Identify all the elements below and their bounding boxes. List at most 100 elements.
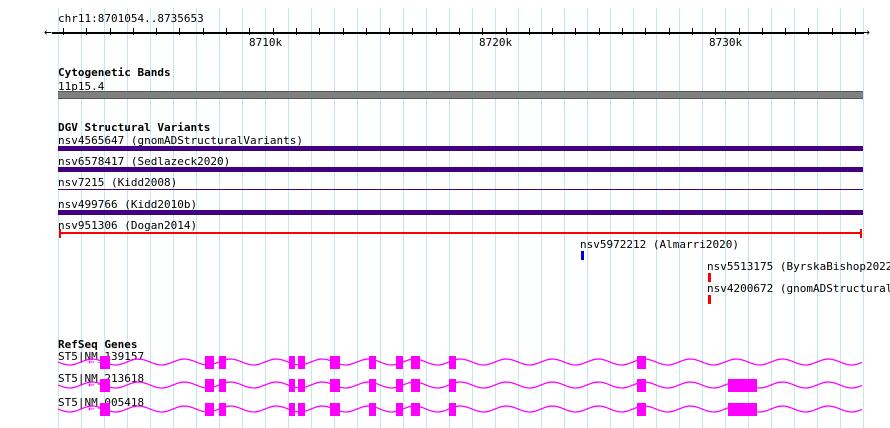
- exon-block[interactable]: [637, 379, 646, 392]
- ruler-tick: [273, 28, 274, 35]
- gene-label-nm-005418: ST5|NM_005418: [58, 396, 144, 409]
- ruler-tick: [459, 28, 460, 35]
- gene-label-nm-213618: ST5|NM_213618: [58, 372, 144, 385]
- exon-block[interactable]: [330, 356, 340, 369]
- ruler-tick: [249, 28, 250, 35]
- dgv-bar-nsv4565647[interactable]: [58, 146, 863, 151]
- dgv-label-nsv4200672: nsv4200672 (gnomADStructuralVa: [707, 282, 890, 295]
- ruler-tick: [506, 28, 507, 35]
- ruler-tick: [133, 28, 134, 35]
- strand-direction-arrow-icon: ←: [88, 378, 95, 391]
- exon-block[interactable]: [219, 403, 226, 416]
- track-title-cytogenetic-bands: Cytogenetic Bands: [58, 66, 171, 79]
- exon-block[interactable]: [637, 403, 646, 416]
- ruler-tick: [63, 28, 64, 35]
- ruler-tick: [529, 28, 530, 35]
- dgv-label-nsv6578417: nsv6578417 (Sedlazeck2020): [58, 155, 231, 168]
- dgv-bar-nsv499766[interactable]: [58, 210, 863, 215]
- exon-block[interactable]: [396, 379, 403, 392]
- exon-block[interactable]: [289, 356, 295, 369]
- ruler-tick: [343, 28, 344, 35]
- track-title-dgv: DGV Structural Variants: [58, 121, 211, 134]
- cytoband-label-11p15-4: 11p15.4: [58, 80, 105, 93]
- exon-block[interactable]: [205, 356, 214, 369]
- ruler-tick: [319, 28, 320, 35]
- ruler-tick: [599, 28, 600, 35]
- intron-line: [57, 358, 863, 366]
- exon-block[interactable]: [330, 379, 340, 392]
- ruler-tick: [739, 28, 740, 35]
- exon-block[interactable]: [298, 403, 305, 416]
- ruler-tick: [552, 28, 553, 35]
- exon-block[interactable]: [396, 403, 403, 416]
- dgv-label-nsv499766: nsv499766 (Kidd2010b): [58, 198, 198, 211]
- ruler-tick: [855, 28, 856, 35]
- exon-block[interactable]: [411, 403, 420, 416]
- exon-block[interactable]: [100, 379, 110, 392]
- dgv-label-nsv951306: nsv951306 (Dogan2014): [58, 219, 198, 232]
- exon-block[interactable]: [289, 403, 295, 416]
- ruler-tick: [832, 28, 833, 35]
- dgv-line-nsv7215[interactable]: [58, 189, 863, 190]
- ruler-tick: [110, 28, 111, 35]
- dgv-span-nsv951306[interactable]: [60, 232, 861, 234]
- ruler-tick: [226, 28, 227, 35]
- exon-block[interactable]: [411, 356, 420, 369]
- location-label: chr11:8701054..8735653: [58, 12, 204, 25]
- exon-block[interactable]: [205, 379, 214, 392]
- ruler-tick: [86, 28, 87, 35]
- exon-block[interactable]: [411, 379, 420, 392]
- ruler-right-arrow-icon[interactable]: →: [862, 25, 870, 40]
- exon-block[interactable]: [449, 356, 456, 369]
- ruler-tick: [575, 28, 576, 35]
- exon-block[interactable]: [205, 403, 214, 416]
- exon-block[interactable]: [289, 379, 295, 392]
- dgv-span-cap-right-nsv951306: [860, 229, 862, 238]
- dgv-marker-nsv5513175[interactable]: [708, 273, 711, 282]
- exon-block[interactable]: [330, 403, 340, 416]
- dgv-label-nsv4565647: nsv4565647 (gnomADStructuralVariants): [58, 134, 304, 147]
- ruler-tick: [389, 28, 390, 35]
- ruler-tick: [785, 28, 786, 35]
- ruler-tick-label-1: 8720k: [479, 36, 513, 49]
- dgv-marker-nsv5972212[interactable]: [581, 251, 584, 260]
- exon-block[interactable]: [100, 403, 110, 416]
- exon-block[interactable]: [728, 403, 757, 416]
- dgv-span-cap-left-nsv951306: [59, 229, 61, 238]
- exon-block[interactable]: [449, 403, 456, 416]
- ruler-tick-label-0: 8710k: [249, 36, 283, 49]
- ruler-tick: [715, 28, 716, 35]
- exon-block[interactable]: [369, 379, 376, 392]
- ruler-tick: [296, 28, 297, 35]
- dgv-label-nsv7215: nsv7215 (Kidd2008): [58, 176, 178, 189]
- ruler-tick: [808, 28, 809, 35]
- ruler-tick-label-2: 8730k: [709, 36, 743, 49]
- ruler-axis-line: [52, 32, 864, 34]
- dgv-marker-nsv4200672[interactable]: [708, 295, 711, 304]
- exon-block[interactable]: [298, 356, 305, 369]
- exon-block[interactable]: [369, 356, 376, 369]
- ruler-tick: [762, 28, 763, 35]
- dgv-bar-nsv6578417[interactable]: [58, 167, 863, 172]
- ruler-tick: [366, 28, 367, 35]
- ruler-tick: [669, 28, 670, 35]
- ruler-tick: [156, 28, 157, 35]
- exon-block[interactable]: [219, 356, 226, 369]
- cytoband-bar[interactable]: [58, 91, 863, 99]
- exon-block[interactable]: [298, 379, 305, 392]
- exon-block[interactable]: [219, 379, 226, 392]
- exon-block[interactable]: [100, 356, 110, 369]
- track-title-refseq-genes: RefSeq Genes: [58, 338, 138, 351]
- ruler-left-arrow-icon[interactable]: ←: [44, 25, 52, 40]
- exon-block[interactable]: [449, 379, 456, 392]
- ruler-tick: [482, 28, 483, 35]
- exon-block[interactable]: [728, 379, 757, 392]
- exon-block[interactable]: [396, 356, 403, 369]
- exon-block[interactable]: [637, 356, 646, 369]
- dgv-label-nsv5513175: nsv5513175 (ByrskaBishop2022): [707, 260, 890, 273]
- strand-direction-arrow-icon: ←: [88, 402, 95, 415]
- ruler-tick: [203, 28, 204, 35]
- ruler-tick: [436, 28, 437, 35]
- exon-block[interactable]: [369, 403, 376, 416]
